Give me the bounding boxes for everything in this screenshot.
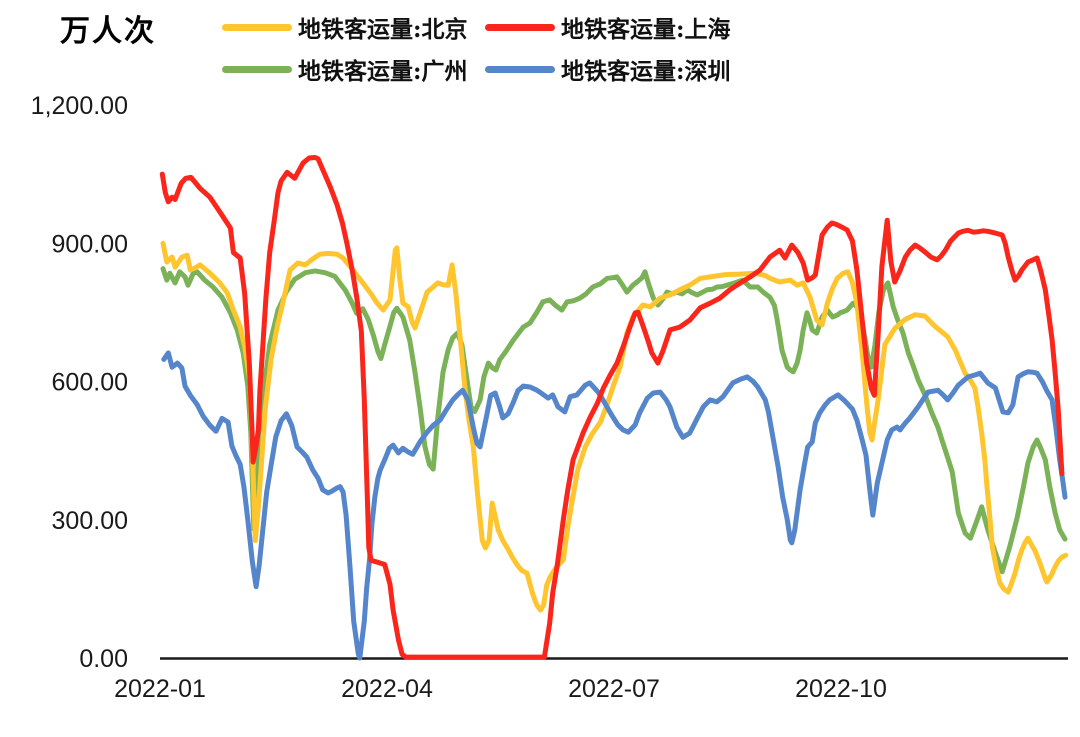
y-axis-tick-label: 900.00 xyxy=(52,230,128,258)
y-axis-tick-label: 300.00 xyxy=(52,507,128,535)
series-line-北京 xyxy=(160,240,1069,613)
y-axis-tick-label: 600.00 xyxy=(52,369,128,397)
x-axis-tick-label: 2022-01 xyxy=(114,675,206,703)
legend-label-guangzhou: 地铁客运量:广州 xyxy=(298,58,468,85)
legend-label-shanghai: 地铁客运量:上海 xyxy=(561,16,731,43)
y-axis-tick-label: 1,200.00 xyxy=(31,92,128,120)
legend-item-shanghai: 地铁客运量:上海 xyxy=(485,11,731,43)
x-axis-tick-label: 2022-07 xyxy=(568,675,660,703)
series-line-广州 xyxy=(160,266,1068,575)
x-axis-tick-label: 2022-04 xyxy=(341,675,433,703)
legend-item-guangzhou: 地铁客运量:广州 xyxy=(222,53,468,85)
legend-item-shenzhen: 地铁客运量:深圳 xyxy=(485,53,731,85)
legend-item-beijing: 地铁客运量:北京 xyxy=(222,11,468,43)
y-axis-tick-label: 0.00 xyxy=(79,645,128,673)
legend-swatch-beijing-icon xyxy=(222,23,292,31)
series-line-上海 xyxy=(159,155,1065,660)
legend-label-shenzhen: 地铁客运量:深圳 xyxy=(561,58,731,85)
series-line-深圳 xyxy=(161,350,1068,661)
x-axis-tick-label: 2022-10 xyxy=(795,675,887,703)
legend-label-beijing: 地铁客运量:北京 xyxy=(298,16,468,43)
legend-swatch-guangzhou-icon xyxy=(222,65,292,73)
legend-swatch-shanghai-icon xyxy=(485,23,555,31)
y-axis-unit-label: 万人次 xyxy=(60,14,156,49)
legend-swatch-shenzhen-icon xyxy=(485,65,555,73)
